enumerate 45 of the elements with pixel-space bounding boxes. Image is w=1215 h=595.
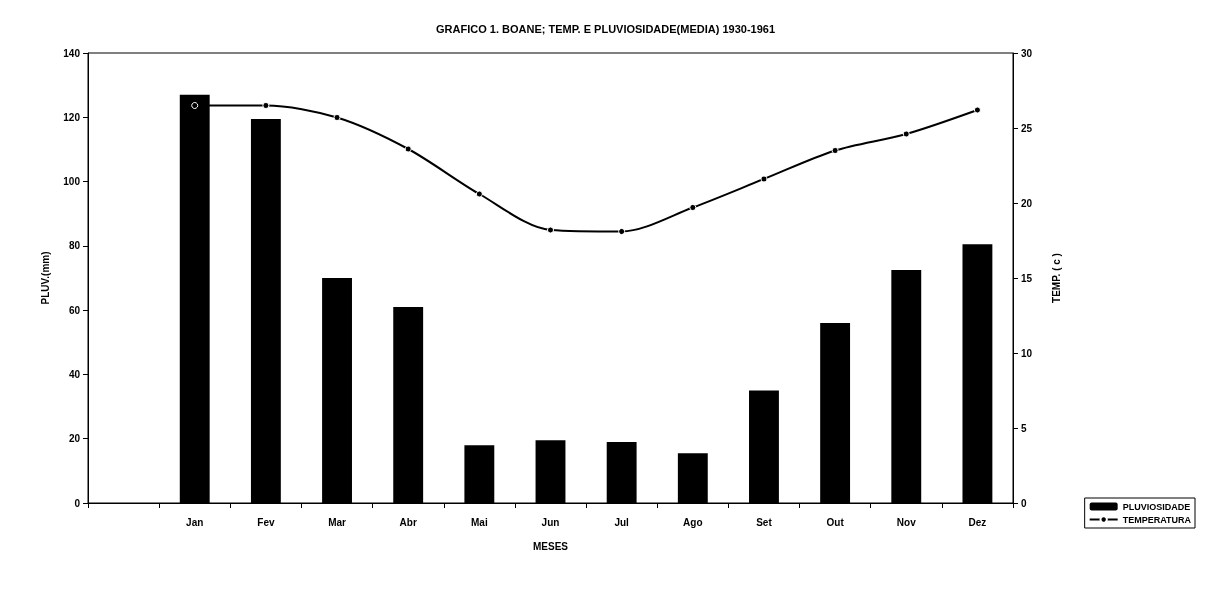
point <box>333 114 341 121</box>
x-tick-label: Out <box>826 516 845 528</box>
point <box>191 102 199 109</box>
legend-label: PLUVIOSIDADE <box>1122 501 1191 512</box>
x-tick-label: Nov <box>896 516 917 528</box>
y-tick-label: 140 <box>63 47 81 59</box>
point <box>618 228 626 235</box>
x-tick-label: Abr <box>399 516 417 528</box>
x-tick-label: Jul <box>614 516 630 528</box>
point <box>547 226 554 234</box>
y2-tick-label: 0 <box>1021 497 1027 509</box>
point <box>404 145 412 153</box>
point <box>475 190 483 198</box>
y2-tick-label: 30 <box>1021 47 1033 59</box>
x-tick-label: Jan <box>186 516 204 528</box>
y-tick-label: 20 <box>68 433 81 445</box>
point <box>760 175 768 183</box>
legend-label: TEMPERATURA <box>1122 514 1192 525</box>
y-tick-label: 120 <box>63 111 81 123</box>
y-tick-label: 80 <box>68 240 81 252</box>
y2-tick-label: 10 <box>1021 347 1033 359</box>
point <box>831 147 839 154</box>
y-tick-label: 100 <box>63 176 81 188</box>
x-tick-label: Ago <box>683 516 703 528</box>
x-tick-label: Dez <box>968 516 987 528</box>
x-tick-label: Mai <box>471 516 488 528</box>
x-tick-label: Fev <box>257 516 275 528</box>
x-tick-label: Jun <box>541 516 560 528</box>
y2-axis-title: TEMP. ( c ) <box>1050 253 1062 303</box>
point <box>262 102 270 109</box>
y-axis-title: PLUV.(mm) <box>39 251 51 305</box>
y2-tick-label: 25 <box>1021 122 1033 134</box>
x-tick-label: Mar <box>328 516 347 528</box>
y-tick-label: 0 <box>74 497 81 509</box>
y2-tick-label: 5 <box>1021 422 1027 434</box>
x-axis-title: MESES <box>532 540 569 552</box>
chart-title: GRAFICO 1. BOANE; TEMP. E PLUVIOSIDADE(MEDIA) 1930-1961 <box>435 22 776 35</box>
y2-tick-label: 20 <box>1021 197 1033 209</box>
x-tick-label: Set <box>756 516 773 528</box>
y2-tick-label: 15 <box>1021 272 1033 284</box>
point <box>902 130 910 138</box>
y-tick-label: 40 <box>68 368 81 380</box>
point <box>689 204 697 211</box>
point <box>973 106 981 114</box>
y-tick-label: 60 <box>68 304 81 316</box>
